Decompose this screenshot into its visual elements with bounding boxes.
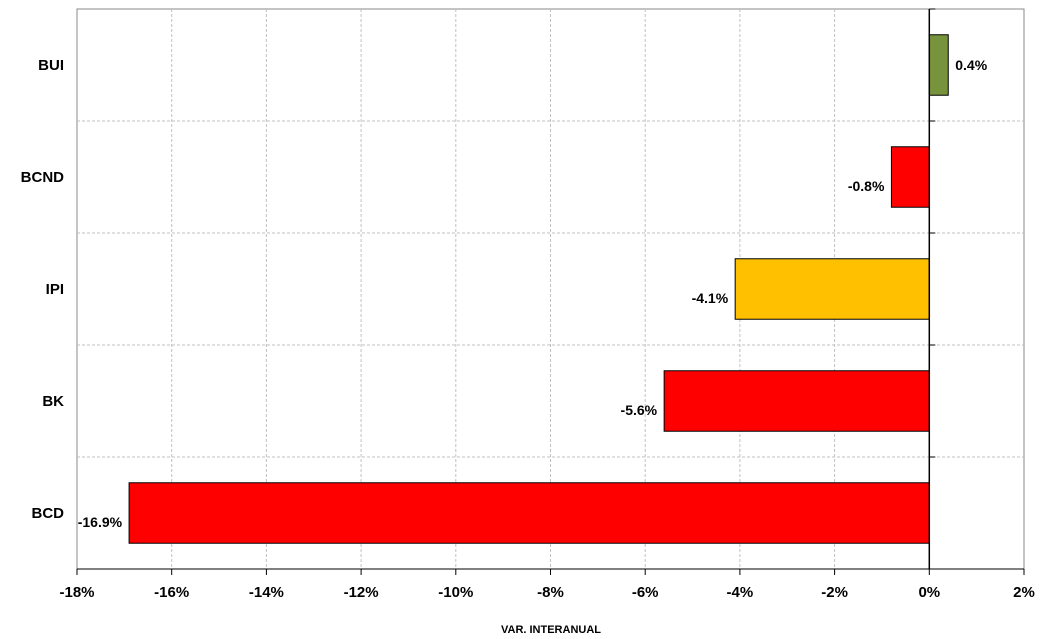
x-tick-label: -6% bbox=[632, 584, 659, 601]
data-label-bcd: -16.9% bbox=[78, 514, 123, 530]
x-tick-label: -4% bbox=[727, 584, 754, 601]
data-label-ipi: -4.1% bbox=[692, 290, 729, 306]
axes bbox=[76, 8, 1025, 575]
category-label-bcnd: BCND bbox=[21, 169, 64, 186]
bar-bcd bbox=[128, 482, 930, 544]
bar-ipi bbox=[734, 258, 930, 320]
x-tick-label: -8% bbox=[537, 584, 564, 601]
data-label-bk: -5.6% bbox=[621, 402, 658, 418]
x-tick-label: -18% bbox=[59, 584, 94, 601]
labels: BUI 0.4% BCND -0.8% IPI -4.1% BK -5.6% BCD -16.9%… bbox=[21, 57, 1035, 601]
x-tick-label: 2% bbox=[1013, 584, 1035, 601]
x-tick-label: -12% bbox=[344, 584, 379, 601]
x-tick-label: 0% bbox=[918, 584, 940, 601]
bar-bk bbox=[663, 370, 930, 432]
x-axis-title: VAR. INTERANUAL bbox=[501, 624, 601, 636]
x-tick-label: -16% bbox=[154, 584, 189, 601]
category-label-bk: BK bbox=[42, 393, 64, 410]
data-label-bcnd: -0.8% bbox=[848, 178, 885, 194]
category-label-bcd: BCD bbox=[32, 505, 65, 522]
bars bbox=[128, 34, 949, 544]
bar-bcnd bbox=[890, 146, 930, 208]
category-label-bui: BUI bbox=[38, 57, 64, 74]
x-tick-label: -14% bbox=[249, 584, 284, 601]
x-tick-label: -2% bbox=[821, 584, 848, 601]
x-tick-label: -10% bbox=[438, 584, 473, 601]
bar-bui bbox=[928, 34, 949, 96]
data-label-bui: 0.4% bbox=[955, 57, 987, 73]
category-label-ipi: IPI bbox=[46, 281, 64, 298]
